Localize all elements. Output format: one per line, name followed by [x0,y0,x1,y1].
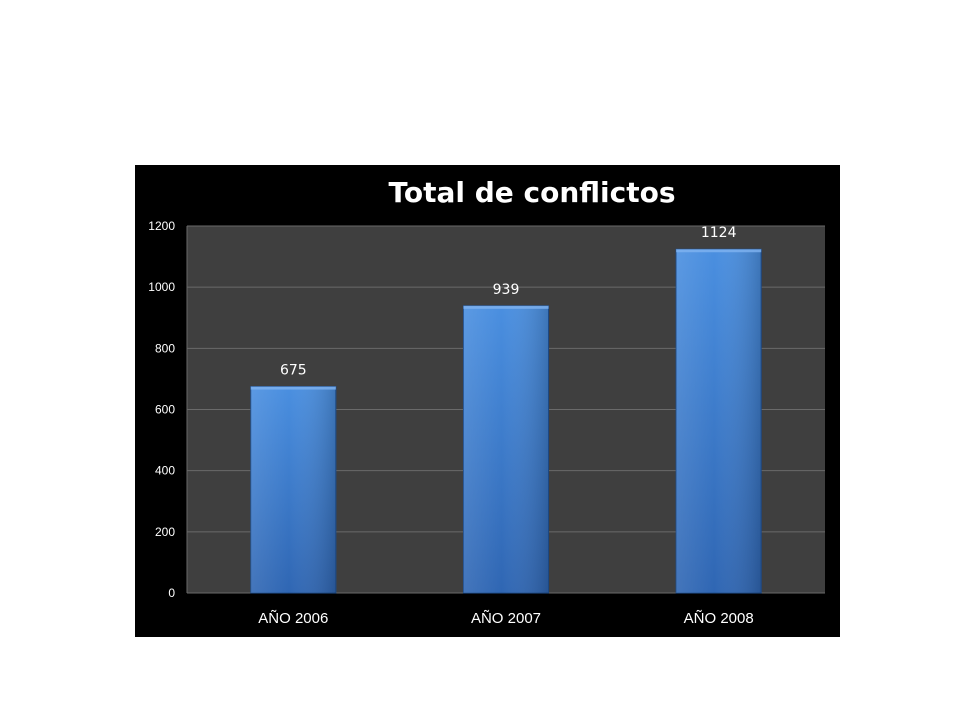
data-label: 1124 [701,225,737,241]
y-tick-label: 1200 [148,219,175,233]
y-tick-label: 1000 [148,280,175,294]
y-tick-label: 400 [155,464,175,478]
bars [250,248,762,594]
y-tick-label: 0 [168,586,175,600]
y-tick-label: 600 [155,403,175,417]
x-tick-label: AÑO 2006 [258,610,328,627]
y-tick-label: 200 [155,525,175,539]
bar-shading [250,386,336,593]
bar-highlight [250,386,336,390]
chart-panel: Total de conflictos 0 200 400 600 800 1000 120… [135,165,840,637]
data-label: 675 [280,363,307,379]
bar-shading [463,305,549,593]
y-axis-ticks: 0 200 400 600 800 1000 1200 [148,219,175,600]
x-axis-ticks: AÑO 2006 AÑO 2007 AÑO 2008 [258,610,753,627]
data-labels: 675 939 1124 [280,225,737,378]
bar-shading [676,249,762,593]
x-tick-label: AÑO 2007 [471,610,541,627]
bar-highlight [676,249,762,253]
chart-title: Total de conflictos [388,176,675,209]
bar-highlight [463,305,549,309]
y-tick-label: 800 [155,341,175,355]
x-tick-label: AÑO 2008 [684,610,754,627]
data-label: 939 [493,282,520,298]
bar-chart: Total de conflictos 0 200 400 600 800 1000 120… [148,176,825,627]
